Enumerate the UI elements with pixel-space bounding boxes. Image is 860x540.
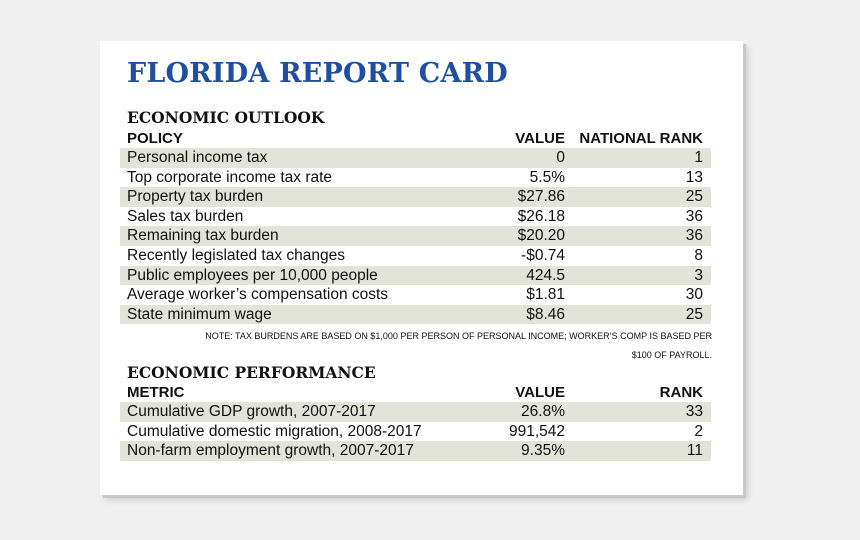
- table-row: Personal income tax 0 1: [120, 148, 711, 168]
- row-label: Public employees per 10,000 people: [127, 266, 378, 284]
- row-rank: 36: [685, 207, 703, 225]
- outlook-table-header: POLICY VALUE NATIONAL RANK: [127, 130, 711, 148]
- row-value: $1.81: [526, 286, 565, 304]
- column-header-value: VALUE: [515, 130, 565, 147]
- column-header-metric: METRIC: [127, 384, 185, 401]
- row-label: Property tax burden: [127, 188, 264, 206]
- table-row: Cumulative GDP growth, 2007-2017 26.8% 3…: [120, 402, 711, 422]
- row-rank: 25: [685, 305, 703, 323]
- section-title-economic-performance: ECONOMIC PERFORMANCE: [127, 363, 376, 382]
- row-label: State minimum wage: [127, 305, 272, 323]
- table-row: Property tax burden $27.86 25: [120, 187, 711, 207]
- row-label: Recently legislated tax changes: [127, 246, 345, 264]
- row-value: 5.5%: [529, 168, 565, 186]
- row-value: 9.35%: [521, 442, 565, 460]
- row-rank: 25: [685, 188, 703, 206]
- row-label: Non-farm employment growth, 2007-2017: [127, 442, 414, 460]
- table-row: State minimum wage $8.46 25: [120, 304, 711, 325]
- table-row: Average worker’s compensation costs $1.8…: [120, 285, 711, 305]
- column-header-national-rank: NATIONAL RANK: [579, 130, 703, 147]
- row-rank: 36: [685, 227, 703, 245]
- row-label: Cumulative domestic migration, 2008-2017: [127, 422, 422, 440]
- column-header-policy: POLICY: [127, 130, 183, 147]
- row-rank: 13: [685, 168, 703, 186]
- row-value: $26.18: [517, 207, 565, 225]
- performance-table-header: METRIC VALUE RANK: [127, 384, 711, 402]
- row-value: $27.86: [517, 188, 565, 206]
- footnote-line: $100 OF PAYROLL.: [631, 350, 712, 360]
- row-label: Average worker’s compensation costs: [127, 286, 389, 304]
- row-label: Top corporate income tax rate: [127, 168, 333, 186]
- report-card: FLORIDA REPORT CARD ECONOMIC OUTLOOK POL…: [100, 41, 743, 495]
- table-row: Public employees per 10,000 people 424.5…: [120, 265, 711, 286]
- column-header-value: VALUE: [515, 384, 565, 401]
- row-rank: 2: [694, 422, 703, 440]
- row-rank: 30: [685, 286, 703, 304]
- outlook-table-body: Personal income tax 0 1 Top corporate in…: [120, 148, 711, 325]
- performance-table-body: Cumulative GDP growth, 2007-2017 26.8% 3…: [120, 402, 711, 461]
- row-label: Personal income tax: [127, 149, 268, 166]
- page-title: FLORIDA REPORT CARD: [127, 58, 508, 89]
- section-title-economic-outlook: ECONOMIC OUTLOOK: [127, 108, 325, 127]
- row-rank: 33: [685, 403, 703, 420]
- row-rank: 8: [694, 246, 703, 264]
- row-rank: 3: [694, 266, 703, 284]
- row-value: $8.46: [526, 305, 565, 323]
- row-label: Remaining tax burden: [127, 227, 279, 245]
- table-row: Sales tax burden $26.18 36: [120, 207, 711, 227]
- row-rank: 11: [686, 442, 703, 460]
- table-row: Top corporate income tax rate 5.5% 13: [120, 168, 711, 188]
- row-label: Cumulative GDP growth, 2007-2017: [127, 403, 376, 420]
- table-row: Recently legislated tax changes -$0.74 8: [120, 246, 711, 266]
- footnote-line: NOTE: TAX BURDENS ARE BASED ON $1,000 PE…: [205, 331, 712, 341]
- column-header-rank: RANK: [659, 384, 703, 401]
- table-row: Cumulative domestic migration, 2008-2017…: [120, 422, 711, 442]
- row-value: 991,542: [508, 422, 565, 440]
- row-value: -$0.74: [521, 246, 565, 264]
- row-value: 26.8%: [521, 403, 565, 420]
- table-footnote: NOTE: TAX BURDENS ARE BASED ON $1,000 PE…: [144, 327, 712, 365]
- row-value: 424.5: [526, 266, 565, 284]
- row-rank: 1: [694, 149, 703, 166]
- table-row: Non-farm employment growth, 2007-2017 9.…: [120, 441, 711, 461]
- table-row: Remaining tax burden $20.20 36: [120, 226, 711, 246]
- row-value: 0: [556, 149, 565, 166]
- row-value: $20.20: [517, 227, 565, 245]
- row-label: Sales tax burden: [127, 207, 244, 225]
